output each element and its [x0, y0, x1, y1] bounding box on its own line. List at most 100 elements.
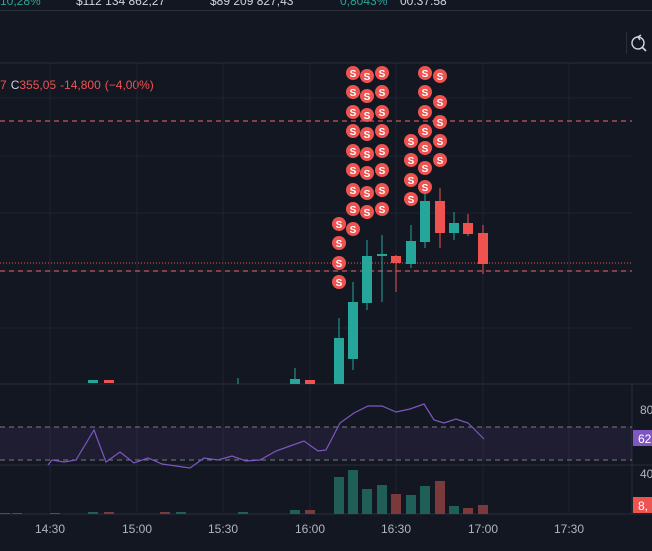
candle: [449, 223, 459, 233]
s-marker-icon: S: [332, 275, 346, 289]
svg-text:S: S: [364, 208, 371, 219]
candles: [88, 188, 488, 384]
s-marker-icon: S: [375, 144, 389, 158]
svg-text:S: S: [379, 108, 386, 119]
legend-close-value: 355,05: [19, 78, 57, 92]
s-marker-icon: S: [433, 95, 447, 109]
s-marker-icon: S: [418, 141, 432, 155]
svg-text:S: S: [437, 98, 444, 109]
s-marker-icon: S: [346, 163, 360, 177]
svg-text:S: S: [350, 166, 357, 177]
s-marker-icon: S: [375, 105, 389, 119]
candle: [420, 201, 430, 242]
market-cap: $112 134 862,27: [76, 0, 166, 8]
svg-text:S: S: [408, 195, 415, 206]
svg-text:S: S: [422, 69, 429, 80]
svg-text:S: S: [350, 205, 357, 216]
time-label: 14:30: [35, 522, 65, 536]
chart-toolbar: [0, 11, 652, 63]
trade-markers: SSSSSSSSSSSSSSSSSSSSSSSSSSSSSSSSSSSSSSSS…: [332, 66, 447, 289]
svg-text:S: S: [364, 92, 371, 103]
svg-text:S: S: [350, 127, 357, 138]
s-marker-icon: S: [418, 124, 432, 138]
time-axis: 14:30 15:00 15:30 16:00 16:30 17:00 17:3…: [35, 522, 584, 536]
zoom-reset-button[interactable]: [626, 32, 649, 54]
s-marker-icon: S: [346, 183, 360, 197]
candle: [88, 380, 98, 383]
s-marker-icon: S: [346, 202, 360, 216]
s-marker-icon: S: [433, 134, 447, 148]
s-marker-icon: S: [332, 256, 346, 270]
svg-text:S: S: [350, 88, 357, 99]
s-marker-icon: S: [360, 127, 374, 141]
svg-text:S: S: [379, 166, 386, 177]
svg-text:S: S: [350, 225, 357, 236]
s-marker-icon: S: [360, 108, 374, 122]
s-marker-icon: S: [418, 66, 432, 80]
candle: [435, 201, 445, 233]
ohlc-legend: 7 C355,05 -14,800 (−4,00%): [0, 78, 158, 92]
svg-text:S: S: [379, 88, 386, 99]
change-pct: 10,28%: [0, 0, 41, 8]
s-marker-icon: S: [404, 153, 418, 167]
s-marker-icon: S: [360, 147, 374, 161]
candle: [348, 302, 358, 359]
volume-bars: [0, 470, 488, 514]
svg-text:S: S: [336, 239, 343, 250]
s-marker-icon: S: [360, 205, 374, 219]
candle: [377, 254, 387, 256]
svg-text:S: S: [336, 278, 343, 289]
time-label: 16:30: [381, 522, 411, 536]
svg-text:S: S: [422, 88, 429, 99]
svg-text:S: S: [350, 69, 357, 80]
candle: [478, 233, 488, 264]
s-marker-icon: S: [360, 89, 374, 103]
s-marker-icon: S: [418, 161, 432, 175]
s-marker-icon: S: [375, 183, 389, 197]
svg-text:S: S: [422, 127, 429, 138]
candle: [334, 338, 344, 384]
rsi-40-label: 40: [640, 467, 652, 481]
svg-text:S: S: [379, 147, 386, 158]
zoom-reset-icon: [631, 34, 647, 52]
svg-text:S: S: [364, 130, 371, 141]
svg-text:S: S: [350, 186, 357, 197]
time-label: 17:00: [468, 522, 498, 536]
rsi-current-value: 62: [638, 432, 652, 446]
s-marker-icon: S: [433, 153, 447, 167]
s-marker-icon: S: [404, 173, 418, 187]
time-label: 16:00: [295, 522, 325, 536]
s-marker-icon: S: [346, 105, 360, 119]
rsi-80-label: 80: [640, 403, 652, 417]
s-marker-icon: S: [375, 66, 389, 80]
svg-text:S: S: [422, 144, 429, 155]
svg-text:S: S: [437, 118, 444, 129]
svg-text:S: S: [437, 72, 444, 83]
candle: [104, 380, 114, 383]
s-marker-icon: S: [433, 115, 447, 129]
legend-change-pct: (−4,00%): [104, 78, 154, 92]
svg-text:S: S: [350, 147, 357, 158]
time-label: 15:30: [208, 522, 238, 536]
svg-text:S: S: [379, 205, 386, 216]
svg-text:S: S: [364, 169, 371, 180]
svg-text:S: S: [422, 164, 429, 175]
candle: [290, 379, 300, 384]
svg-text:S: S: [422, 183, 429, 194]
s-marker-icon: S: [346, 85, 360, 99]
rsi-current-badge: [633, 430, 652, 446]
s-marker-icon: S: [375, 202, 389, 216]
legend-change: -14,800: [60, 78, 101, 92]
candle: [305, 380, 315, 384]
svg-text:S: S: [364, 150, 371, 161]
svg-text:S: S: [336, 259, 343, 270]
svg-text:S: S: [350, 108, 357, 119]
s-marker-icon: S: [346, 66, 360, 80]
s-marker-icon: S: [404, 192, 418, 206]
legend-open-tail: 7: [0, 78, 7, 92]
s-marker-icon: S: [404, 134, 418, 148]
s-marker-icon: S: [418, 85, 432, 99]
candle: [406, 241, 416, 264]
time-label: 17:30: [554, 522, 584, 536]
